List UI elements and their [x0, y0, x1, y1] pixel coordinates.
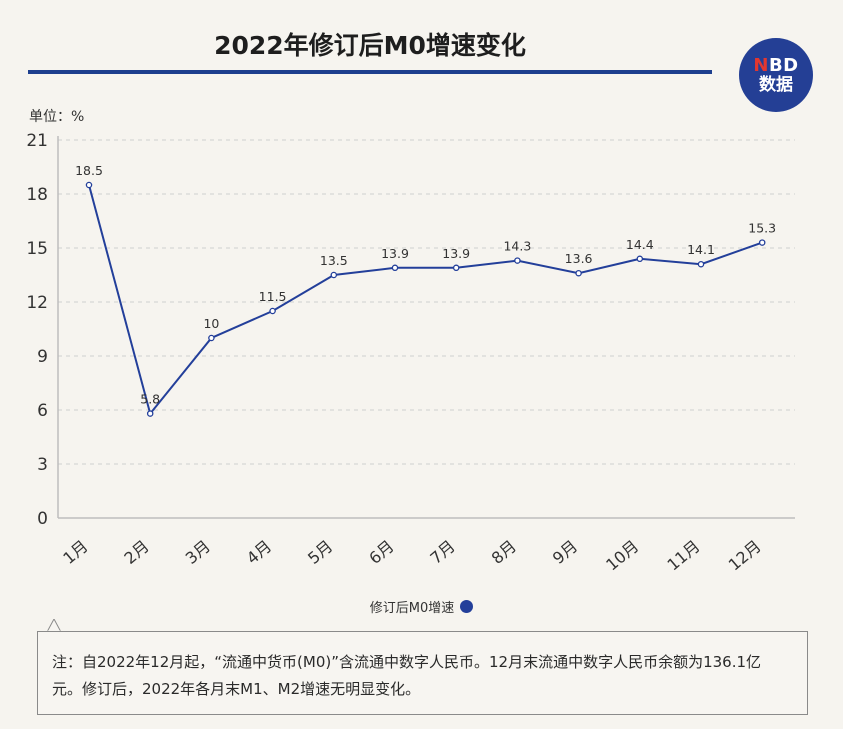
- nbd-data-logo: NBD 数据: [739, 38, 813, 112]
- data-point: [697, 260, 705, 268]
- data-label: 14.4: [626, 237, 654, 252]
- data-point: [269, 307, 276, 315]
- data-point: [391, 264, 399, 272]
- y-tick-label: 0: [37, 509, 48, 529]
- data-point: [575, 269, 582, 277]
- logo-n: N: [753, 54, 769, 76]
- chart-legend: 修订后M0增速: [0, 597, 843, 616]
- data-label: 13.9: [381, 246, 409, 261]
- data-label: 11.5: [259, 289, 287, 304]
- y-tick-label: 18: [26, 185, 48, 205]
- x-tick-label: 12月: [725, 537, 765, 575]
- y-tick-label: 3: [37, 455, 48, 475]
- title-underline: [28, 70, 712, 74]
- data-point: [208, 334, 215, 342]
- data-label: 10: [203, 316, 219, 331]
- logo-line2: 数据: [759, 74, 793, 95]
- data-label: 5.8: [140, 392, 160, 407]
- x-tick-label: 10月: [602, 537, 642, 575]
- y-unit-label: 单位：%: [29, 109, 85, 125]
- data-label: 18.5: [75, 163, 103, 178]
- x-tick-label: 2月: [120, 537, 152, 568]
- x-tick-label: 8月: [488, 537, 520, 568]
- x-tick-label: 9月: [549, 537, 581, 568]
- x-tick-label: 4月: [243, 537, 275, 568]
- data-label: 13.6: [565, 251, 593, 266]
- x-tick-label: 11月: [663, 537, 703, 575]
- legend-label: 修订后M0增速: [369, 601, 455, 616]
- x-tick-label: 1月: [59, 537, 91, 568]
- y-tick-label: 21: [26, 131, 48, 151]
- data-point: [85, 181, 93, 189]
- y-tick-label: 12: [26, 293, 48, 313]
- data-point: [330, 271, 338, 279]
- y-tick-label: 9: [37, 347, 48, 367]
- logo-line1: NBD: [753, 54, 799, 76]
- data-point: [146, 410, 154, 417]
- logo-bd: BD: [768, 54, 799, 76]
- data-label: 13.5: [320, 253, 348, 268]
- data-label: 14.3: [503, 239, 531, 254]
- data-point: [758, 239, 766, 246]
- footnote-box: 注：自2022年12月起，“流通中货币(M0)”含流通中数字人民币。12月末流通…: [37, 631, 808, 715]
- page-title: 2022年修订后M0增速变化: [214, 31, 526, 60]
- data-label: 15.3: [748, 221, 776, 236]
- data-point: [636, 255, 644, 263]
- data-label: 14.1: [687, 242, 715, 257]
- y-tick-label: 15: [26, 239, 48, 259]
- x-tick-label: 6月: [365, 537, 397, 568]
- legend-marker-icon: [460, 600, 474, 613]
- data-label: 13.9: [442, 246, 470, 261]
- x-tick-label: 3月: [182, 537, 214, 568]
- y-tick-label: 6: [37, 401, 48, 421]
- data-point: [514, 257, 521, 264]
- x-tick-label: 5月: [304, 537, 336, 568]
- data-point: [452, 264, 460, 272]
- x-tick-label: 7月: [426, 537, 458, 568]
- series-line: [88, 184, 763, 416]
